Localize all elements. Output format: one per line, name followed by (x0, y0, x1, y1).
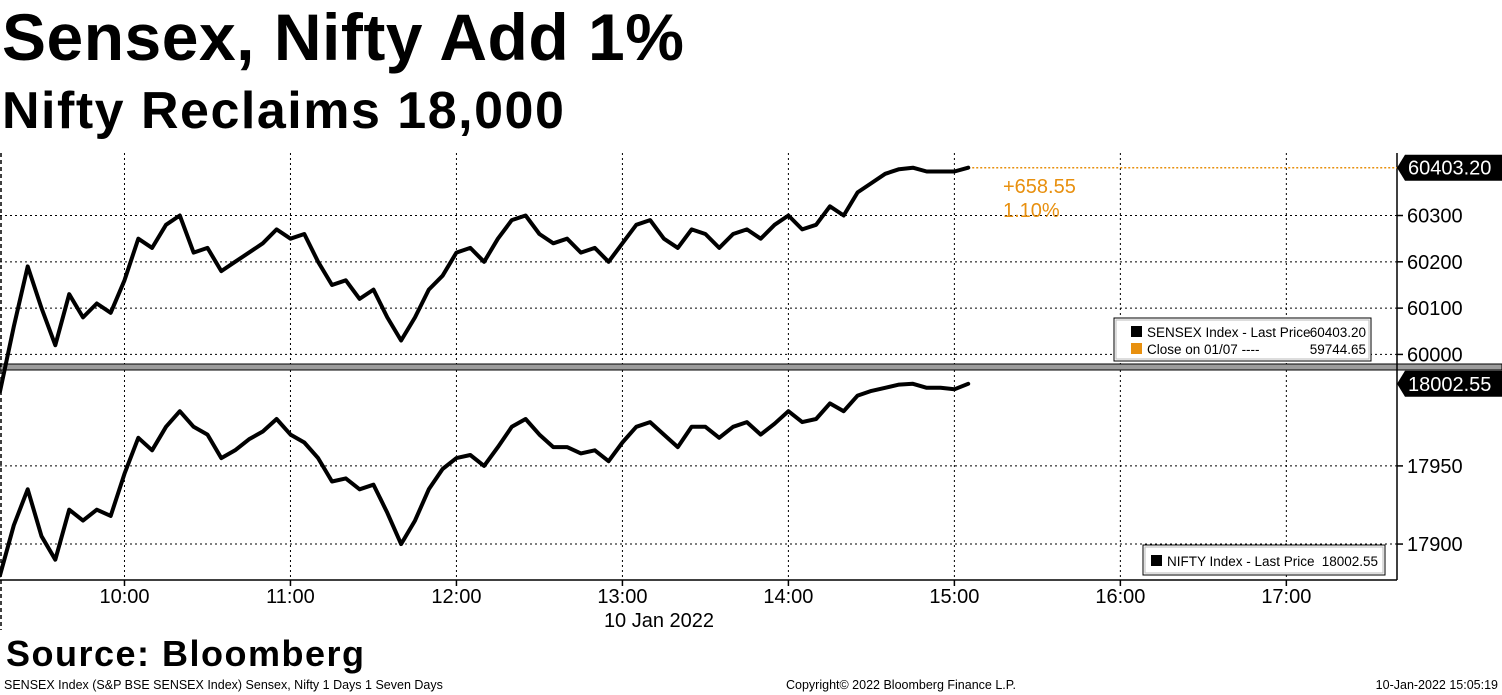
sensex-legend-label: SENSEX Index - Last Price (1147, 325, 1311, 340)
sensex-line (0, 165, 971, 394)
sensex-legend-swatch (1131, 326, 1142, 337)
x-tick-label: 15:00 (929, 586, 979, 608)
x-tick-label: 16:00 (1095, 586, 1145, 608)
footer-description: SENSEX Index (S&P BSE SENSEX Index) Sens… (4, 678, 443, 692)
nifty-legend-swatch (1151, 555, 1162, 566)
y-tick-label: 60100 (1407, 298, 1463, 320)
close-legend-swatch (1131, 343, 1142, 354)
sensex-legend-value: 60403.20 (1310, 325, 1366, 340)
x-tick-label: 17:00 (1261, 586, 1311, 608)
subheadline: Nifty Reclaims 18,000 (2, 82, 566, 140)
y-tick-label: 60200 (1407, 252, 1463, 274)
series-layer (0, 165, 971, 578)
y-tick-label: 17950 (1407, 456, 1463, 478)
close-legend-value: 59744.65 (1310, 342, 1366, 357)
source-label: Source: Bloomberg (6, 633, 366, 674)
nifty-legend-value: 18002.55 (1322, 554, 1378, 569)
sensex-last-price-tag: 60403.20 (1397, 154, 1502, 181)
panel-separator[interactable] (0, 364, 1502, 370)
x-tick-label: 12:00 (431, 586, 481, 608)
nifty-last-price-label: 18002.55 (1408, 374, 1491, 396)
change-annotation: +658.55 (1003, 176, 1076, 198)
y-tick-label: 17900 (1407, 534, 1463, 556)
nifty-legend: NIFTY Index - Last Price 18002.55 (1142, 544, 1386, 576)
x-tick-label: 13:00 (597, 586, 647, 608)
nifty-legend-label: NIFTY Index - Last Price (1167, 554, 1315, 569)
close-legend-label: Close on 01/07 ---- (1147, 342, 1260, 357)
x-tick-label: 10:00 (99, 586, 149, 608)
sensex-last-price-label: 60403.20 (1408, 158, 1491, 180)
x-axis: 10:00 11:00 12:00 13:00 14:00 15:00 16:00 17:00 (99, 580, 1311, 608)
sensex-legend: SENSEX Index - Last Price 60403.20 Close… (1113, 317, 1372, 362)
y-tick-label: 60300 (1407, 206, 1463, 228)
change-pct-annotation: 1.10% (1003, 200, 1060, 222)
y-tick-label: 60000 (1407, 344, 1463, 366)
footer-copyright: Copyright© 2022 Bloomberg Finance L.P. (786, 678, 1016, 692)
x-tick-label: 11:00 (266, 586, 315, 608)
nifty-last-price-tag: 18002.55 (1397, 370, 1502, 397)
x-tick-label: 14:00 (763, 586, 813, 608)
y-axis: 60000 60100 60200 60300 17900 17950 (1397, 206, 1463, 556)
headline: Sensex, Nifty Add 1% (2, 0, 685, 74)
x-axis-date-label: 10 Jan 2022 (604, 610, 714, 632)
footer-timestamp: 10-Jan-2022 15:05:19 (1375, 678, 1498, 692)
nifty-line (0, 381, 971, 578)
